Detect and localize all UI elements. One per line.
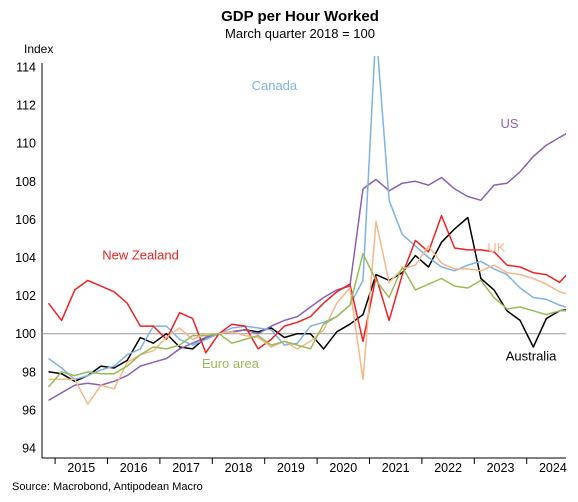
series-line-canada	[48, 56, 566, 381]
y-tick-label: 114	[16, 61, 36, 75]
y-tick-label: 100	[15, 327, 36, 341]
y-tick-label: 96	[22, 403, 36, 417]
x-tick-label: 2022	[434, 461, 462, 475]
y-axis-unit-label: Index	[24, 42, 53, 56]
y-tick-label: 106	[15, 213, 36, 227]
series-lines	[47, 56, 566, 405]
y-tick-label: 98	[22, 365, 36, 379]
series-line-australia	[48, 216, 566, 383]
y-tick-label: 102	[15, 289, 36, 303]
x-tick-label: 2015	[67, 461, 95, 475]
y-tick-label: 108	[15, 175, 36, 189]
x-tick-label: 2024	[539, 461, 567, 475]
series-label-euro-area: Euro area	[202, 356, 260, 371]
y-tick-label: 94	[22, 442, 36, 456]
y-tick-label: 104	[15, 251, 36, 265]
plot-area: 94 96 98 100 102 104 106 108 110 112 114 2015 2016 20…	[15, 56, 567, 475]
series-label-us: US	[501, 116, 519, 131]
x-tick-label: 2017	[172, 461, 200, 475]
x-tick-label: 2018	[225, 461, 253, 475]
x-tick-label: 2021	[382, 461, 410, 475]
x-tick-label: 2019	[277, 461, 305, 475]
chart-title: GDP per Hour Worked	[221, 8, 379, 25]
chart-subtitle: March quarter 2018 = 100	[225, 26, 375, 41]
y-tick-label: 112	[16, 99, 36, 113]
y-tick-label: 110	[16, 137, 36, 151]
series-line-new-zealand	[47, 214, 566, 354]
series-label-new-zealand: New Zealand	[102, 247, 179, 262]
x-tick-label: 2020	[329, 461, 357, 475]
x-tick-label: 2016	[120, 461, 148, 475]
source-note: Source: Macrobond, Antipodean Macro	[12, 481, 203, 493]
series-label-australia: Australia	[506, 348, 557, 363]
series-line-euro-area	[47, 252, 566, 388]
x-tick-label: 2023	[487, 461, 515, 475]
series-label-canada: Canada	[252, 78, 298, 93]
series-label-uk: UK	[487, 240, 505, 255]
series-line-us	[48, 132, 566, 402]
